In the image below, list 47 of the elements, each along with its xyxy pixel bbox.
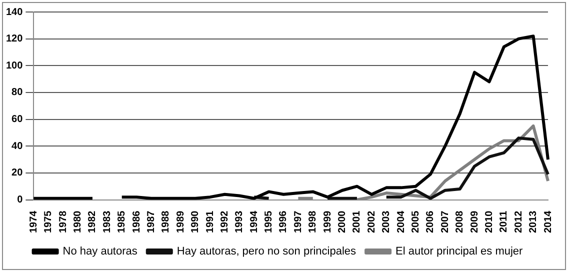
x-tick-label: 2012	[513, 210, 524, 234]
legend-label: El autor principal es mujer	[396, 246, 524, 258]
x-tick-label: 1982	[87, 210, 98, 234]
x-tick-label: 1996	[278, 210, 290, 234]
legend-label: No hay autoras	[62, 246, 138, 258]
x-tick-label: 1992	[219, 210, 230, 234]
x-tick-label: 2003	[381, 210, 392, 234]
legend-label: Hay autoras, pero no son principales	[176, 246, 357, 258]
x-tick-label: 2011	[498, 210, 510, 232]
x-tick-label: 2005	[410, 210, 422, 234]
y-tick-label: 0	[17, 194, 24, 206]
x-tick-label: 1974	[28, 210, 40, 234]
x-tick-label: 1997	[292, 210, 304, 234]
x-tick-label: 1994	[248, 210, 260, 234]
x-tick-label: 1985	[116, 210, 128, 234]
x-tick-label: 1978	[58, 210, 69, 234]
x-tick-label: 2000	[337, 210, 348, 234]
x-tick-label: 2013	[528, 210, 540, 234]
y-tick-label: 20	[12, 168, 24, 179]
y-tick-label: 140	[6, 6, 24, 18]
x-tick-label: 2010	[484, 210, 495, 234]
y-tick-label: 40	[12, 140, 24, 152]
x-tick-label: 2007	[440, 210, 451, 234]
x-tick-label: 1983	[102, 210, 113, 234]
x-tick-label: 2008	[454, 210, 466, 234]
y-tick-label: 80	[12, 87, 24, 98]
x-tick-label: 2004	[396, 210, 407, 234]
x-tick-label: 1990	[190, 210, 202, 234]
x-tick-label: 1975	[43, 210, 54, 234]
x-tick-label: 1989	[175, 210, 186, 234]
y-tick-label: 120	[6, 34, 24, 45]
x-tick-label: 2014	[542, 210, 554, 234]
y-tick-label: 60	[12, 114, 24, 126]
x-tick-label: 1999	[322, 210, 334, 234]
x-tick-label: 1995	[264, 210, 275, 234]
x-tick-label: 2009	[469, 210, 480, 234]
x-tick-label: 1987	[146, 210, 157, 234]
x-tick-label: 2006	[425, 210, 436, 234]
x-tick-label: 1988	[160, 210, 172, 234]
x-tick-label: 1998	[308, 210, 319, 234]
x-tick-label: 1980	[72, 210, 84, 234]
x-tick-label: 2001	[352, 210, 363, 234]
x-tick-label: 1993	[234, 210, 246, 234]
y-tick-label: 100	[6, 60, 24, 72]
x-tick-label: 1986	[131, 210, 142, 234]
x-tick-label: 2002	[366, 210, 378, 234]
x-tick-label: 1991	[204, 210, 216, 234]
